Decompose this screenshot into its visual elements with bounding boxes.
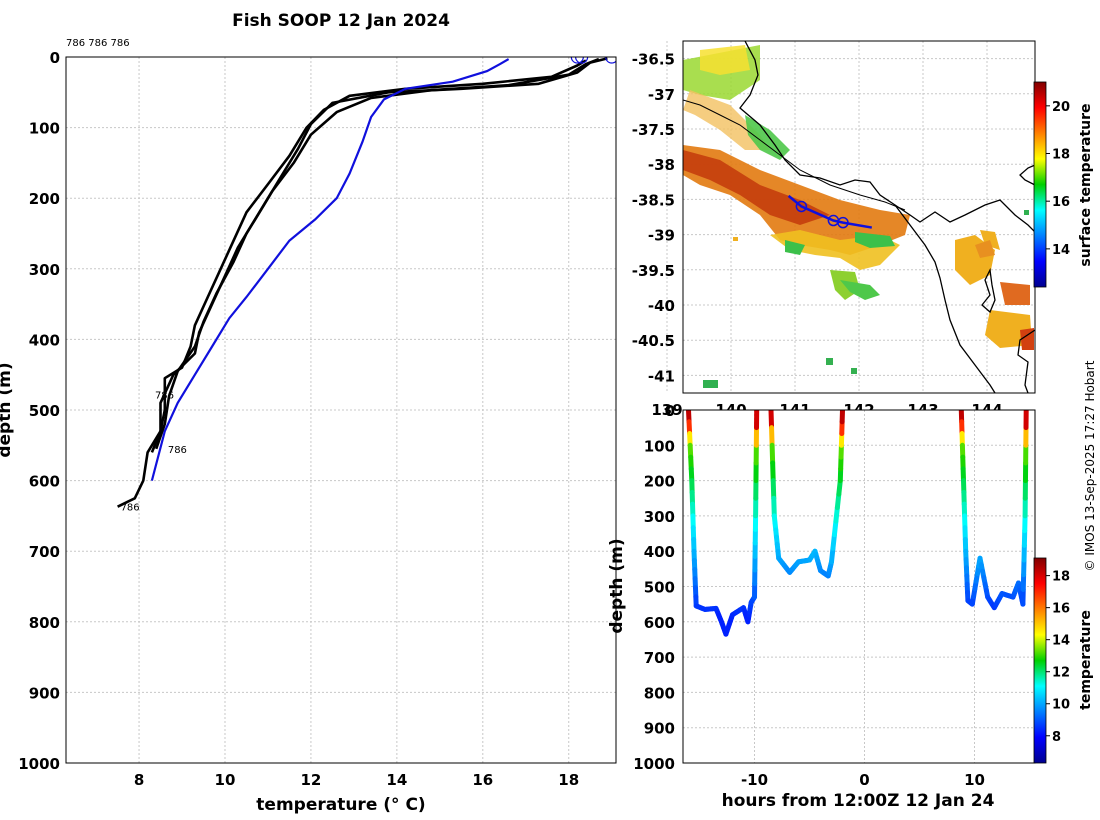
ts-y-tick-label: 0 xyxy=(665,402,675,420)
x-tick-label: 14 xyxy=(386,771,407,789)
x-tick-label: 8 xyxy=(134,771,144,789)
ts-y-tick-label: 900 xyxy=(644,720,675,738)
profile-tick-labels: 8 10 12 14 16 18 0 100 200 300 400 500 600 700 800 900 1… xyxy=(18,49,579,789)
y-tick-label: 0 xyxy=(50,49,60,67)
ts-y-tick-label: 600 xyxy=(644,614,675,632)
profile-line xyxy=(154,57,608,450)
temperature-colorbar-tick-label: 8 xyxy=(1052,730,1061,745)
sst-colorbar xyxy=(1033,81,1047,288)
y-tick-label: 700 xyxy=(29,543,60,561)
y-tick-label: 900 xyxy=(29,684,60,702)
temperature-colorbar xyxy=(1033,557,1047,764)
ts-x-tick-label: 0 xyxy=(859,771,869,789)
y-tick-label: 600 xyxy=(29,473,60,491)
ts-y-tick-label: 200 xyxy=(644,473,675,491)
timeseries-segment xyxy=(770,460,776,484)
map-y-tick-label: -39 xyxy=(648,227,675,245)
figure-title: Fish SOOP 12 Jan 2024 xyxy=(232,11,450,31)
ts-x-tick-label: -10 xyxy=(741,771,768,789)
y-tick-label: 800 xyxy=(29,614,60,632)
surface-marker xyxy=(570,57,584,64)
timeseries-x-label: hours from 12:00Z 12 Jan 24 xyxy=(722,791,995,811)
timeseries-segment xyxy=(771,495,777,519)
ts-y-tick-label: 1000 xyxy=(633,755,675,773)
y-tick-label: 100 xyxy=(29,120,60,138)
ts-y-tick-label: 300 xyxy=(644,508,675,526)
profile-id-label: 786 xyxy=(168,445,187,456)
profile-y-label: depth (m) xyxy=(0,362,15,457)
map-y-tick-label: -40.5 xyxy=(632,332,675,350)
sst-colorbar-tick-label: 18 xyxy=(1052,148,1070,163)
map-y-tick-label: -40 xyxy=(648,297,675,315)
temperature-colorbar-ticks: 8 10 12 14 16 18 xyxy=(1046,570,1070,745)
map-tick-labels: -36.5 -37 -37.5 -38 -38.5 -39 -39.5 -40 -40.5 -41… xyxy=(632,51,1003,419)
reference-line xyxy=(150,58,510,481)
credit-text: © IMOS 13-Sep-2025 17:27 Hobart xyxy=(1083,360,1097,571)
profile-ids-header: 786 786 786 xyxy=(66,38,130,49)
timeseries-segment xyxy=(770,478,777,501)
ts-y-tick-label: 400 xyxy=(644,543,675,561)
timeseries-segment xyxy=(769,442,776,466)
surface-marker xyxy=(605,57,616,64)
map-y-tick-label: -41 xyxy=(648,367,675,385)
shelf-contour xyxy=(683,99,906,211)
map-y-tick-label: -37.5 xyxy=(632,121,675,139)
sst-field xyxy=(683,45,1034,388)
profile-grid xyxy=(66,56,616,764)
sst-colorbar-ticks: 14 16 18 20 xyxy=(1046,100,1070,258)
map-y-tick-label: -38 xyxy=(648,156,675,174)
y-tick-label: 300 xyxy=(29,261,60,279)
timeseries-series xyxy=(686,410,1029,637)
profile-x-label: temperature (° C) xyxy=(256,795,425,815)
map-y-tick-label: -36.5 xyxy=(632,51,675,69)
map-y-tick-label: -37 xyxy=(648,86,675,104)
ts-y-tick-label: 800 xyxy=(644,684,675,702)
track-marker xyxy=(837,216,849,229)
temperature-colorbar-tick-label: 14 xyxy=(1052,634,1070,649)
x-tick-label: 16 xyxy=(472,771,493,789)
y-tick-label: 500 xyxy=(29,402,60,420)
ts-y-tick-label: 500 xyxy=(644,579,675,597)
map-grid xyxy=(666,41,1035,393)
profile-id-label: 786 xyxy=(155,390,174,401)
temperature-colorbar-label: temperature xyxy=(1078,610,1094,710)
profile-panel: 786 786 786 8 10 12 14 16 18 0 100 200 300 400 500 600… xyxy=(0,49,617,815)
y-tick-label: 400 xyxy=(29,331,60,349)
x-tick-label: 18 xyxy=(558,771,579,789)
timeseries-segment xyxy=(768,410,775,431)
surface-marker xyxy=(575,57,589,64)
sst-colorbar-tick-label: 14 xyxy=(1052,243,1070,258)
map-x-tick-label: 139 xyxy=(651,401,682,419)
profile-series xyxy=(117,57,616,508)
sst-colorbar-tick-label: 20 xyxy=(1052,100,1070,115)
y-tick-label: 200 xyxy=(29,190,60,208)
temperature-colorbar-tick-label: 10 xyxy=(1052,698,1070,713)
sst-colorbar-tick-label: 16 xyxy=(1052,195,1070,210)
timeseries-segment xyxy=(769,425,775,448)
temperature-colorbar-tick-label: 16 xyxy=(1052,602,1070,617)
vessel-track xyxy=(787,194,873,229)
x-tick-label: 12 xyxy=(300,771,321,789)
profile-id-label: 786 xyxy=(121,503,140,514)
coastline xyxy=(739,41,1035,393)
profile-annotations: 786 786 786 xyxy=(121,390,187,513)
sst-colorbar-label: surface temperature xyxy=(1078,103,1094,266)
map-y-tick-label: -38.5 xyxy=(632,191,675,209)
ts-x-tick-label: 10 xyxy=(964,771,985,789)
x-tick-label: 10 xyxy=(215,771,236,789)
y-tick-label: 1000 xyxy=(18,755,60,773)
map-y-tick-label: -39.5 xyxy=(632,262,675,280)
ts-y-tick-label: 700 xyxy=(644,649,675,667)
temperature-colorbar-tick-label: 18 xyxy=(1052,570,1070,585)
ts-y-tick-label: 100 xyxy=(644,437,675,455)
map-panel: -36.5 -37 -37.5 -38 -38.5 -39 -39.5 -40 -40.5 -41… xyxy=(632,40,1094,419)
track-marker xyxy=(795,200,808,213)
temperature-colorbar-tick-label: 12 xyxy=(1052,666,1070,681)
timeseries-y-label: depth (m) xyxy=(607,538,627,633)
